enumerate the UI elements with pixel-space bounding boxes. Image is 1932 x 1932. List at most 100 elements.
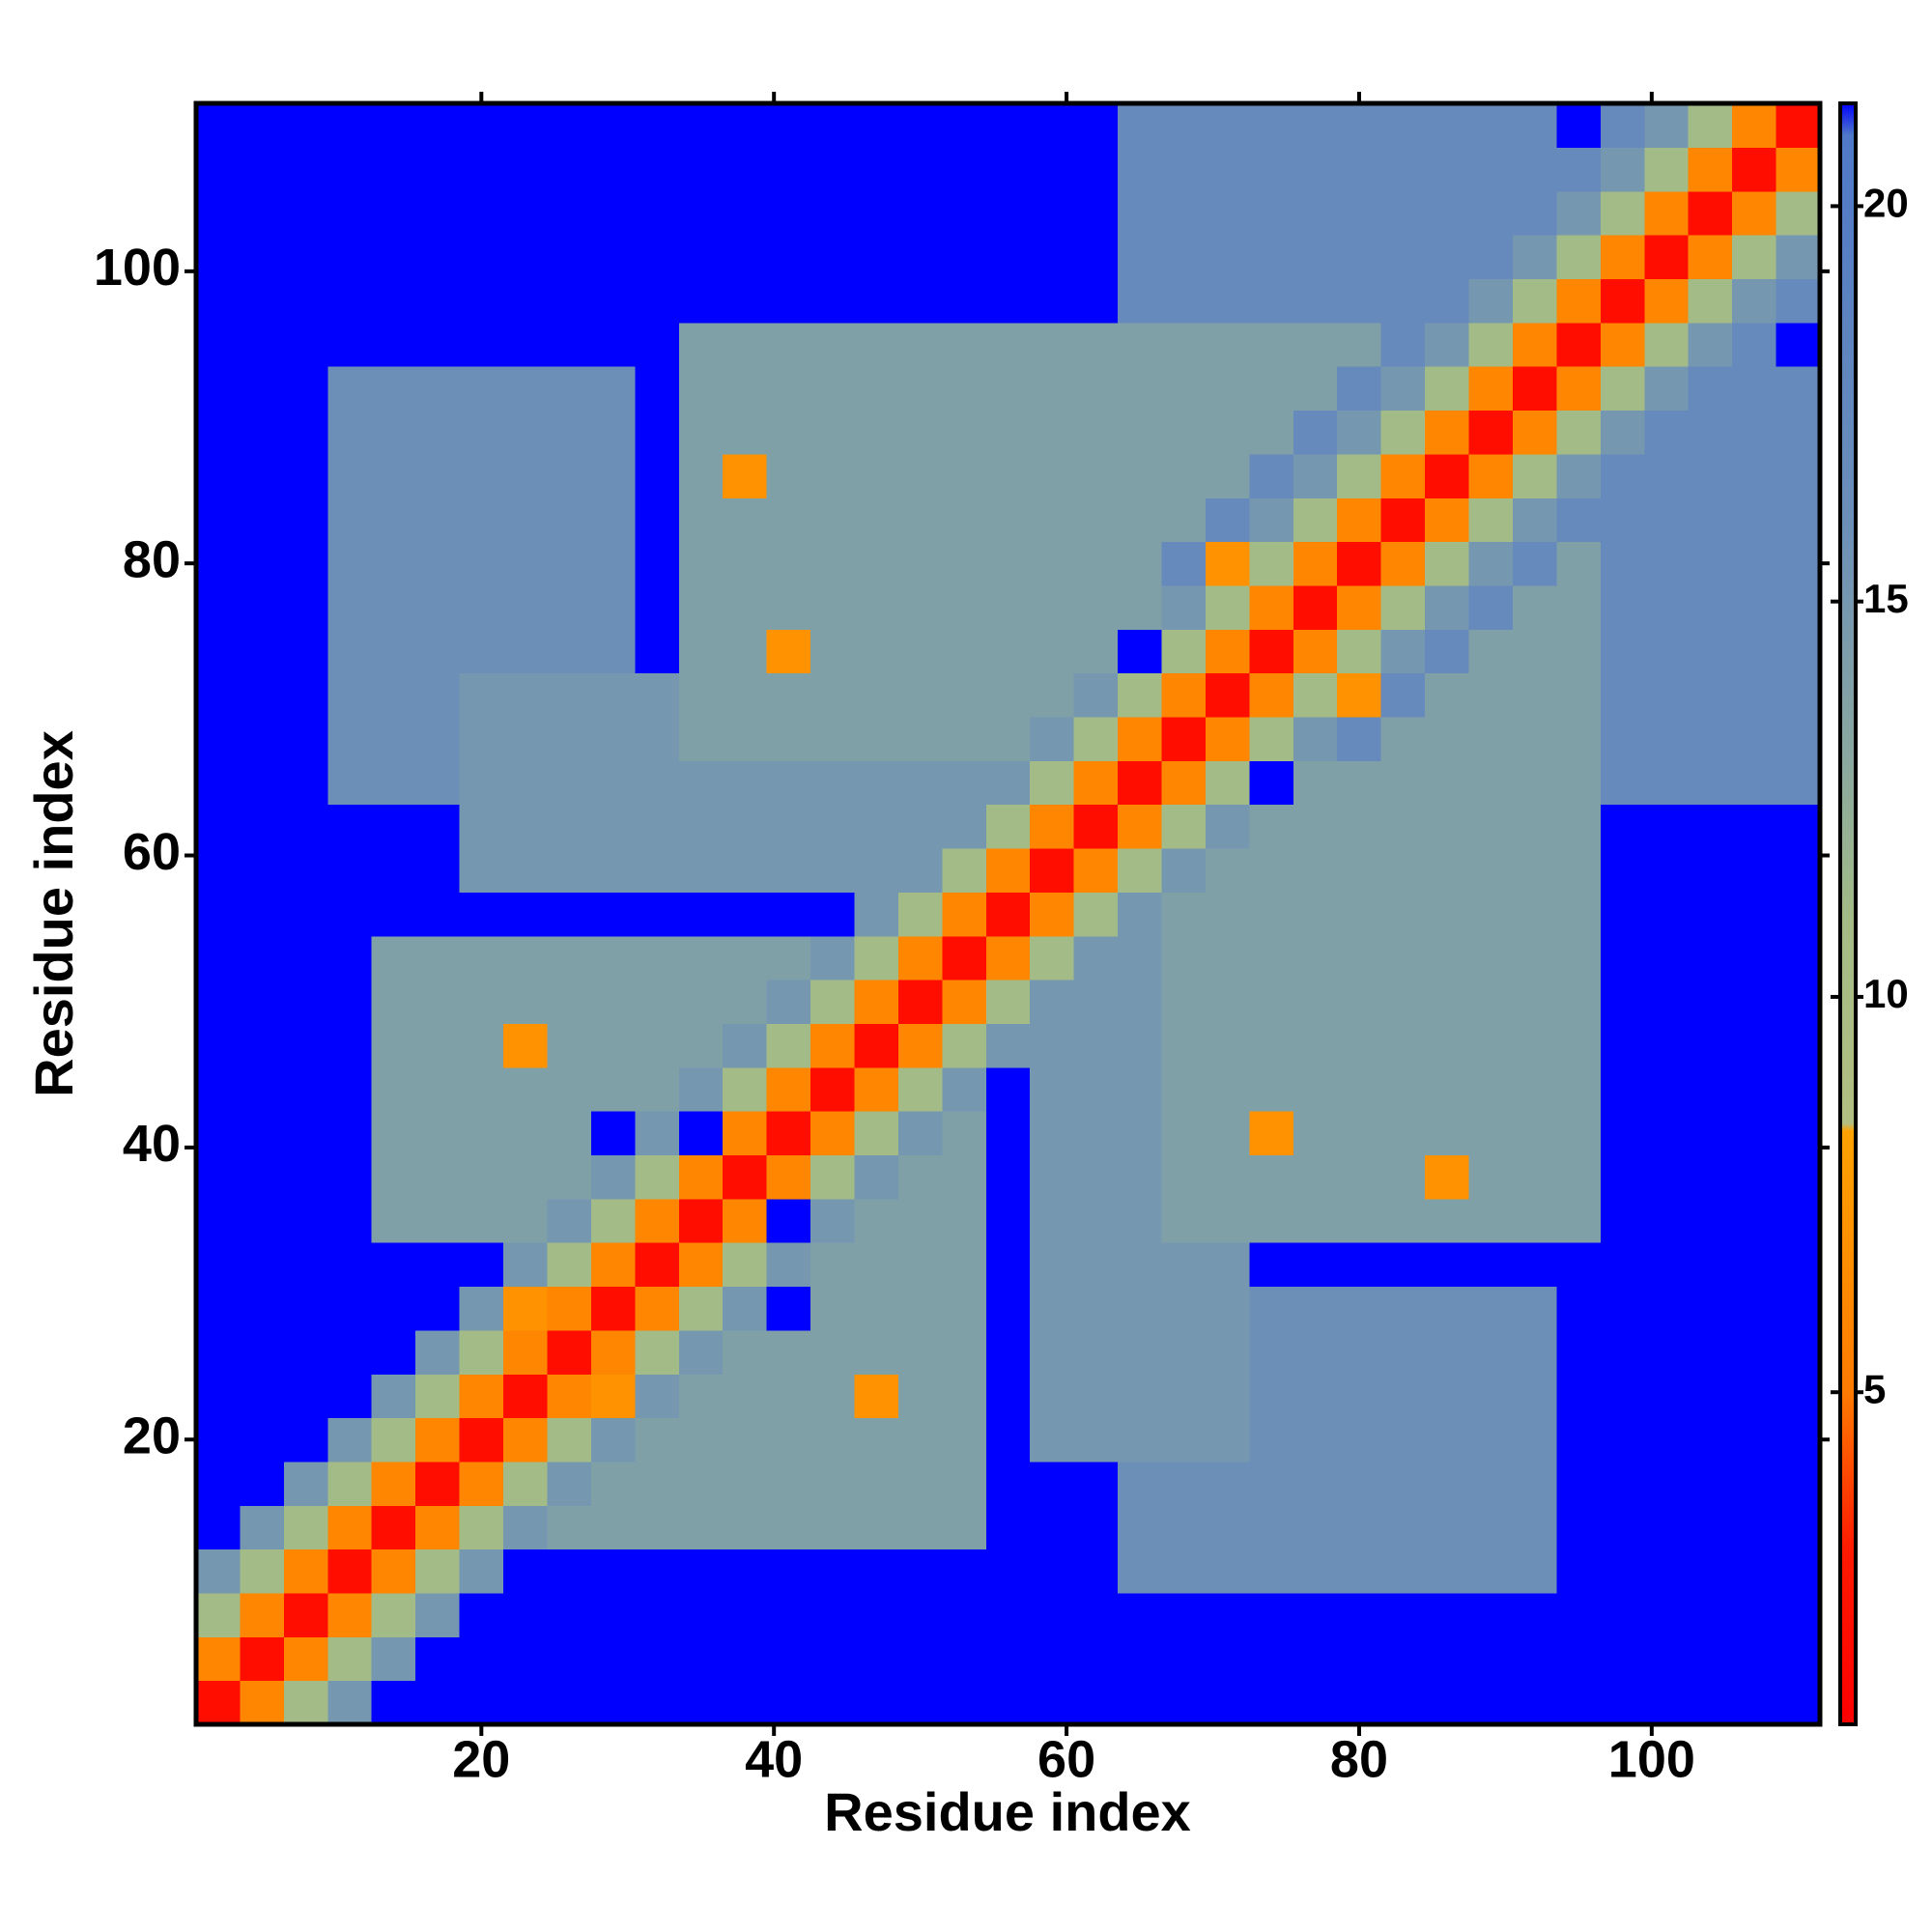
cell — [415, 1242, 461, 1288]
cell — [635, 497, 680, 543]
cell — [283, 716, 328, 761]
cell — [1468, 1636, 1514, 1682]
cell — [240, 1286, 285, 1331]
cell — [810, 322, 856, 367]
cell — [1249, 804, 1294, 849]
cell — [766, 629, 811, 674]
cell — [723, 1023, 768, 1068]
cell — [1118, 892, 1163, 937]
cell — [283, 190, 328, 236]
cell — [854, 716, 899, 761]
cell — [723, 1636, 768, 1682]
cell — [371, 190, 416, 236]
cell — [1030, 190, 1075, 236]
cell — [1118, 147, 1163, 192]
cell — [766, 147, 811, 192]
cell — [1380, 1066, 1426, 1112]
cell — [1468, 1329, 1514, 1375]
cell — [1205, 1680, 1250, 1725]
cell — [371, 1286, 416, 1331]
cell — [283, 1154, 328, 1200]
cell — [985, 147, 1031, 192]
cell — [1556, 1680, 1602, 1725]
cell — [1512, 1592, 1558, 1637]
cell — [985, 497, 1031, 543]
cell — [459, 190, 504, 236]
cell — [1776, 1066, 1821, 1112]
cell — [1776, 1680, 1821, 1725]
cell — [897, 980, 943, 1024]
cell — [897, 935, 943, 980]
cell — [415, 453, 461, 498]
cell — [766, 804, 811, 849]
cell — [942, 1242, 987, 1288]
cell — [942, 1548, 987, 1594]
cell — [1512, 541, 1558, 586]
cell — [1468, 1417, 1514, 1463]
cell — [1776, 804, 1821, 849]
cell — [590, 1461, 636, 1506]
cell — [810, 1374, 856, 1419]
cell — [1732, 1198, 1777, 1243]
cell — [1249, 892, 1294, 937]
cell — [1161, 366, 1207, 412]
cell — [1249, 1417, 1294, 1463]
cell — [942, 935, 987, 980]
cell — [897, 1374, 943, 1419]
cell — [1337, 1111, 1382, 1156]
cell — [1688, 1374, 1733, 1419]
cell — [1205, 410, 1250, 455]
cell — [1425, 629, 1470, 674]
cell — [810, 1242, 856, 1288]
cell — [1425, 453, 1470, 498]
cell — [897, 190, 943, 236]
cell — [635, 847, 680, 893]
cell — [459, 1198, 504, 1243]
cell — [942, 760, 987, 806]
cell — [1073, 366, 1119, 412]
cell — [1776, 584, 1821, 630]
cell — [1337, 497, 1382, 543]
cell — [1249, 322, 1294, 367]
cell — [1293, 366, 1338, 412]
cell — [1468, 103, 1514, 148]
cell — [723, 103, 768, 148]
cell — [1337, 278, 1382, 324]
cell — [810, 1548, 856, 1594]
cell — [766, 716, 811, 761]
cell — [327, 366, 373, 412]
x-tick-label: 100 — [1608, 1730, 1695, 1788]
cell — [942, 541, 987, 586]
cell — [415, 760, 461, 806]
cell — [1293, 1548, 1338, 1594]
cell — [897, 1066, 943, 1112]
cell — [723, 541, 768, 586]
cell — [371, 584, 416, 630]
cell — [985, 278, 1031, 324]
cell — [723, 935, 768, 980]
cell — [1030, 1154, 1075, 1200]
cell — [1249, 847, 1294, 893]
cell — [196, 1111, 242, 1156]
cell — [942, 892, 987, 937]
cell — [1293, 1198, 1338, 1243]
cell — [1380, 235, 1426, 280]
cell — [196, 1461, 242, 1506]
cell — [1337, 1286, 1382, 1331]
cell — [327, 1154, 373, 1200]
cell — [766, 1154, 811, 1200]
cell — [942, 322, 987, 367]
cell — [590, 453, 636, 498]
cell — [1293, 1154, 1338, 1200]
cell — [415, 497, 461, 543]
cell — [1161, 1154, 1207, 1200]
cell — [240, 1505, 285, 1550]
cell — [985, 760, 1031, 806]
cell — [723, 804, 768, 849]
cell — [1732, 322, 1777, 367]
cell — [1600, 584, 1645, 630]
cell — [283, 1374, 328, 1419]
cell — [1732, 541, 1777, 586]
cell — [1644, 410, 1690, 455]
cell — [196, 847, 242, 893]
